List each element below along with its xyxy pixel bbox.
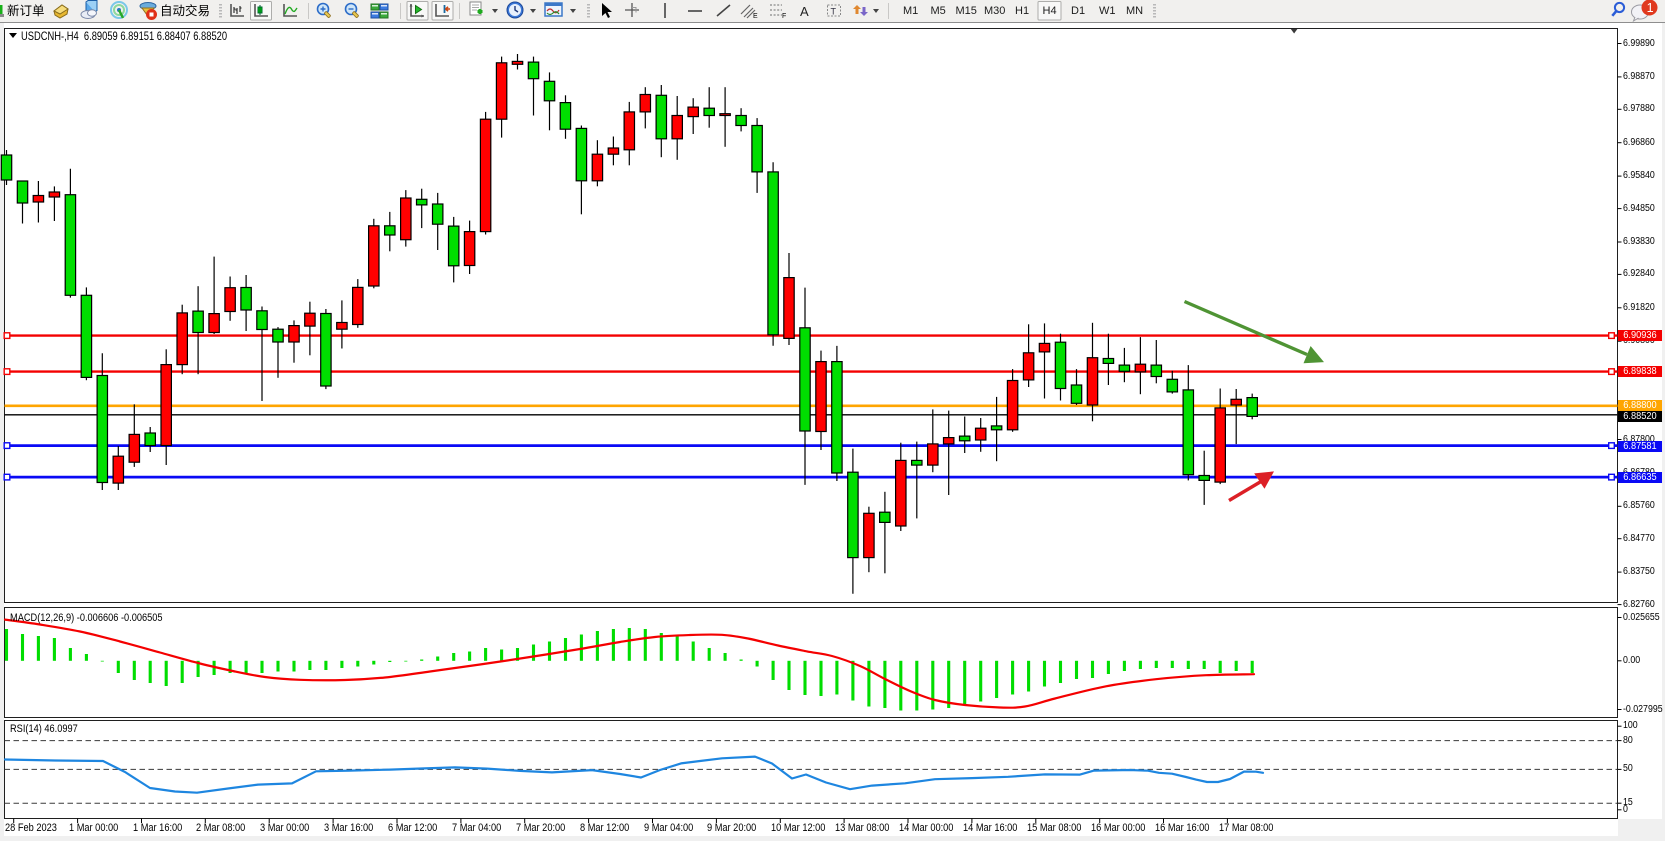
svg-text:F: F bbox=[782, 13, 786, 20]
svg-text:T: T bbox=[831, 7, 837, 17]
svg-text:1: 1 bbox=[1647, 1, 1654, 15]
svg-text:E: E bbox=[753, 13, 758, 20]
